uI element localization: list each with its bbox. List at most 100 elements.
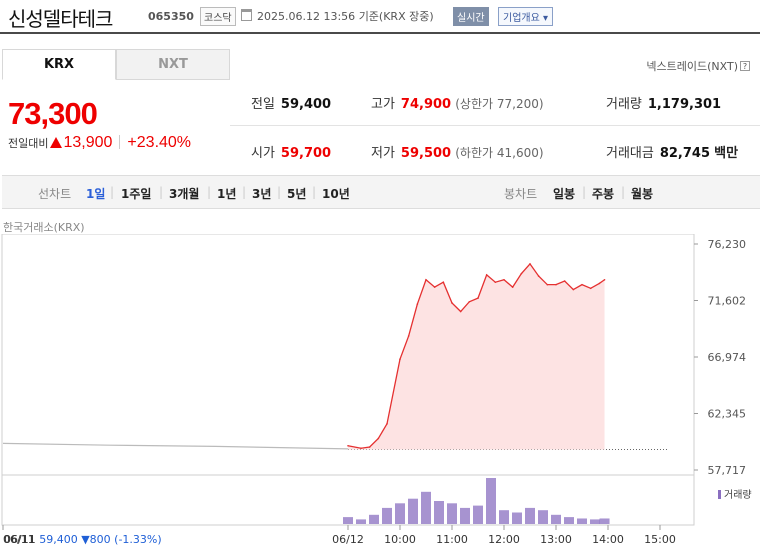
quote-stats: 전일 59,400 고가 74,900 (상한가 77,200) 거래량 1,179,… [230, 86, 760, 166]
period-1y[interactable]: 1년 [217, 187, 237, 201]
series-point [603, 278, 606, 281]
volume-bar [512, 512, 522, 524]
x-tick-label: 06/11 [3, 533, 35, 546]
stat-high: 고가 74,900 (상한가 77,200) [371, 97, 544, 112]
series-point [503, 278, 505, 281]
volume-legend: 거래량 [718, 486, 752, 501]
series-point [433, 286, 436, 288]
help-icon[interactable]: ? [740, 61, 750, 71]
candle-chart-label: 봉차트 [504, 187, 538, 201]
y-tick-label: 57,717 [708, 464, 747, 477]
series-point [368, 446, 371, 448]
tab-nxt[interactable]: NXT [116, 49, 230, 80]
volume-bar [447, 503, 457, 524]
volume-bar [590, 519, 600, 524]
series-point [546, 283, 549, 286]
price-change: 전일대비 13,900 +23.40% [8, 134, 191, 152]
stock-code: 065350 [148, 10, 194, 23]
nxt-info-link[interactable]: 넥스트레이드(NXT)? [646, 58, 750, 74]
divider [119, 135, 121, 149]
x-tick-label: 11:00 [436, 533, 468, 546]
series-point [520, 272, 523, 275]
stock-name: 신성델타테크 [8, 7, 113, 31]
series-point [459, 310, 462, 313]
period-5y[interactable]: 5년 [287, 187, 307, 201]
volume-bar [434, 501, 444, 524]
change-percent: +23.40% [127, 134, 192, 151]
series-point [468, 300, 471, 303]
divider: | [110, 185, 115, 199]
up-arrow-icon [50, 137, 63, 148]
divider: | [159, 185, 164, 199]
series-point [563, 280, 566, 282]
tab-krx[interactable]: KRX [2, 49, 116, 80]
volume-bar [599, 518, 610, 524]
volume-bar [499, 510, 509, 524]
period-3m[interactable]: 3개월 [169, 187, 200, 201]
series-point [416, 303, 419, 305]
volume-bar [395, 503, 405, 524]
volume-bar [473, 505, 483, 524]
series-point [589, 287, 592, 290]
x-tick-label: 13:00 [540, 533, 572, 546]
prev-day-info: 06/11 59,400 ▼800 (-1.33%) [4, 533, 162, 546]
series-point [529, 263, 531, 265]
line-chart-label: 선차트 [38, 187, 72, 201]
divider: | [582, 185, 587, 199]
period-3y[interactable]: 3년 [252, 187, 272, 201]
volume-swatch [718, 490, 721, 499]
series-point [494, 281, 497, 284]
series-point [399, 358, 401, 360]
volume-bar [564, 517, 574, 524]
series-point [425, 278, 427, 281]
series-point [572, 288, 575, 291]
x-tick-label: 06/12 [332, 533, 364, 546]
stat-low: 저가 59,500 (하한가 41,600) [371, 146, 544, 161]
series-point [377, 437, 380, 440]
y-tick-label: 62,345 [708, 408, 747, 421]
series-point [347, 444, 349, 447]
stat-open: 시가 59,700 [251, 146, 332, 161]
series-line-prev-day [2, 442, 349, 450]
volume-bar [343, 517, 353, 524]
period-1w[interactable]: 1주일 [121, 187, 152, 201]
volume-bar [408, 498, 418, 524]
series-point [581, 283, 583, 286]
y-tick-label: 66,974 [708, 351, 747, 364]
market-badge: 코스닥 [200, 7, 236, 26]
candle-monthly[interactable]: 월봉 [631, 187, 654, 201]
series-point [485, 274, 488, 276]
divider: | [312, 185, 317, 199]
stat-prev-close: 전일 59,400 [251, 97, 332, 112]
period-1d[interactable]: 1일 [86, 187, 106, 201]
price-chart[interactable]: 76,230 71,602 66,974 62,345 57,717 06/11 06/12… [0, 233, 760, 555]
x-tick-label: 12:00 [488, 533, 520, 546]
series-point [598, 282, 601, 285]
candle-weekly[interactable]: 주봉 [592, 187, 615, 201]
period-10y[interactable]: 10년 [322, 187, 350, 201]
volume-bar [356, 519, 366, 524]
realtime-button[interactable]: 실시간 [453, 7, 489, 26]
series-point [360, 447, 362, 450]
volume-bar [486, 478, 496, 524]
series-line [347, 262, 605, 449]
divider: | [621, 185, 626, 199]
calendar-icon [241, 9, 252, 21]
series-point [386, 423, 388, 425]
corp-overview-button[interactable]: 기업개요 ▾ [498, 7, 554, 26]
exchange-label: 한국거래소(KRX) [3, 221, 85, 234]
series-point [451, 302, 453, 304]
chevron-down-icon: ▾ [543, 13, 549, 24]
divider [230, 125, 760, 126]
series-area [348, 263, 605, 450]
stat-amount: 거래대금 82,745 백만 [606, 146, 739, 161]
x-tick-label: 10:00 [384, 533, 416, 546]
series-point [511, 286, 514, 288]
candle-daily[interactable]: 일봉 [553, 187, 576, 201]
divider: | [277, 185, 282, 199]
change-label: 전일대비 [8, 138, 49, 150]
y-tick-label: 71,602 [708, 295, 747, 308]
series-point [477, 297, 479, 299]
volume-bar [382, 507, 392, 524]
volume-bar [551, 514, 561, 524]
